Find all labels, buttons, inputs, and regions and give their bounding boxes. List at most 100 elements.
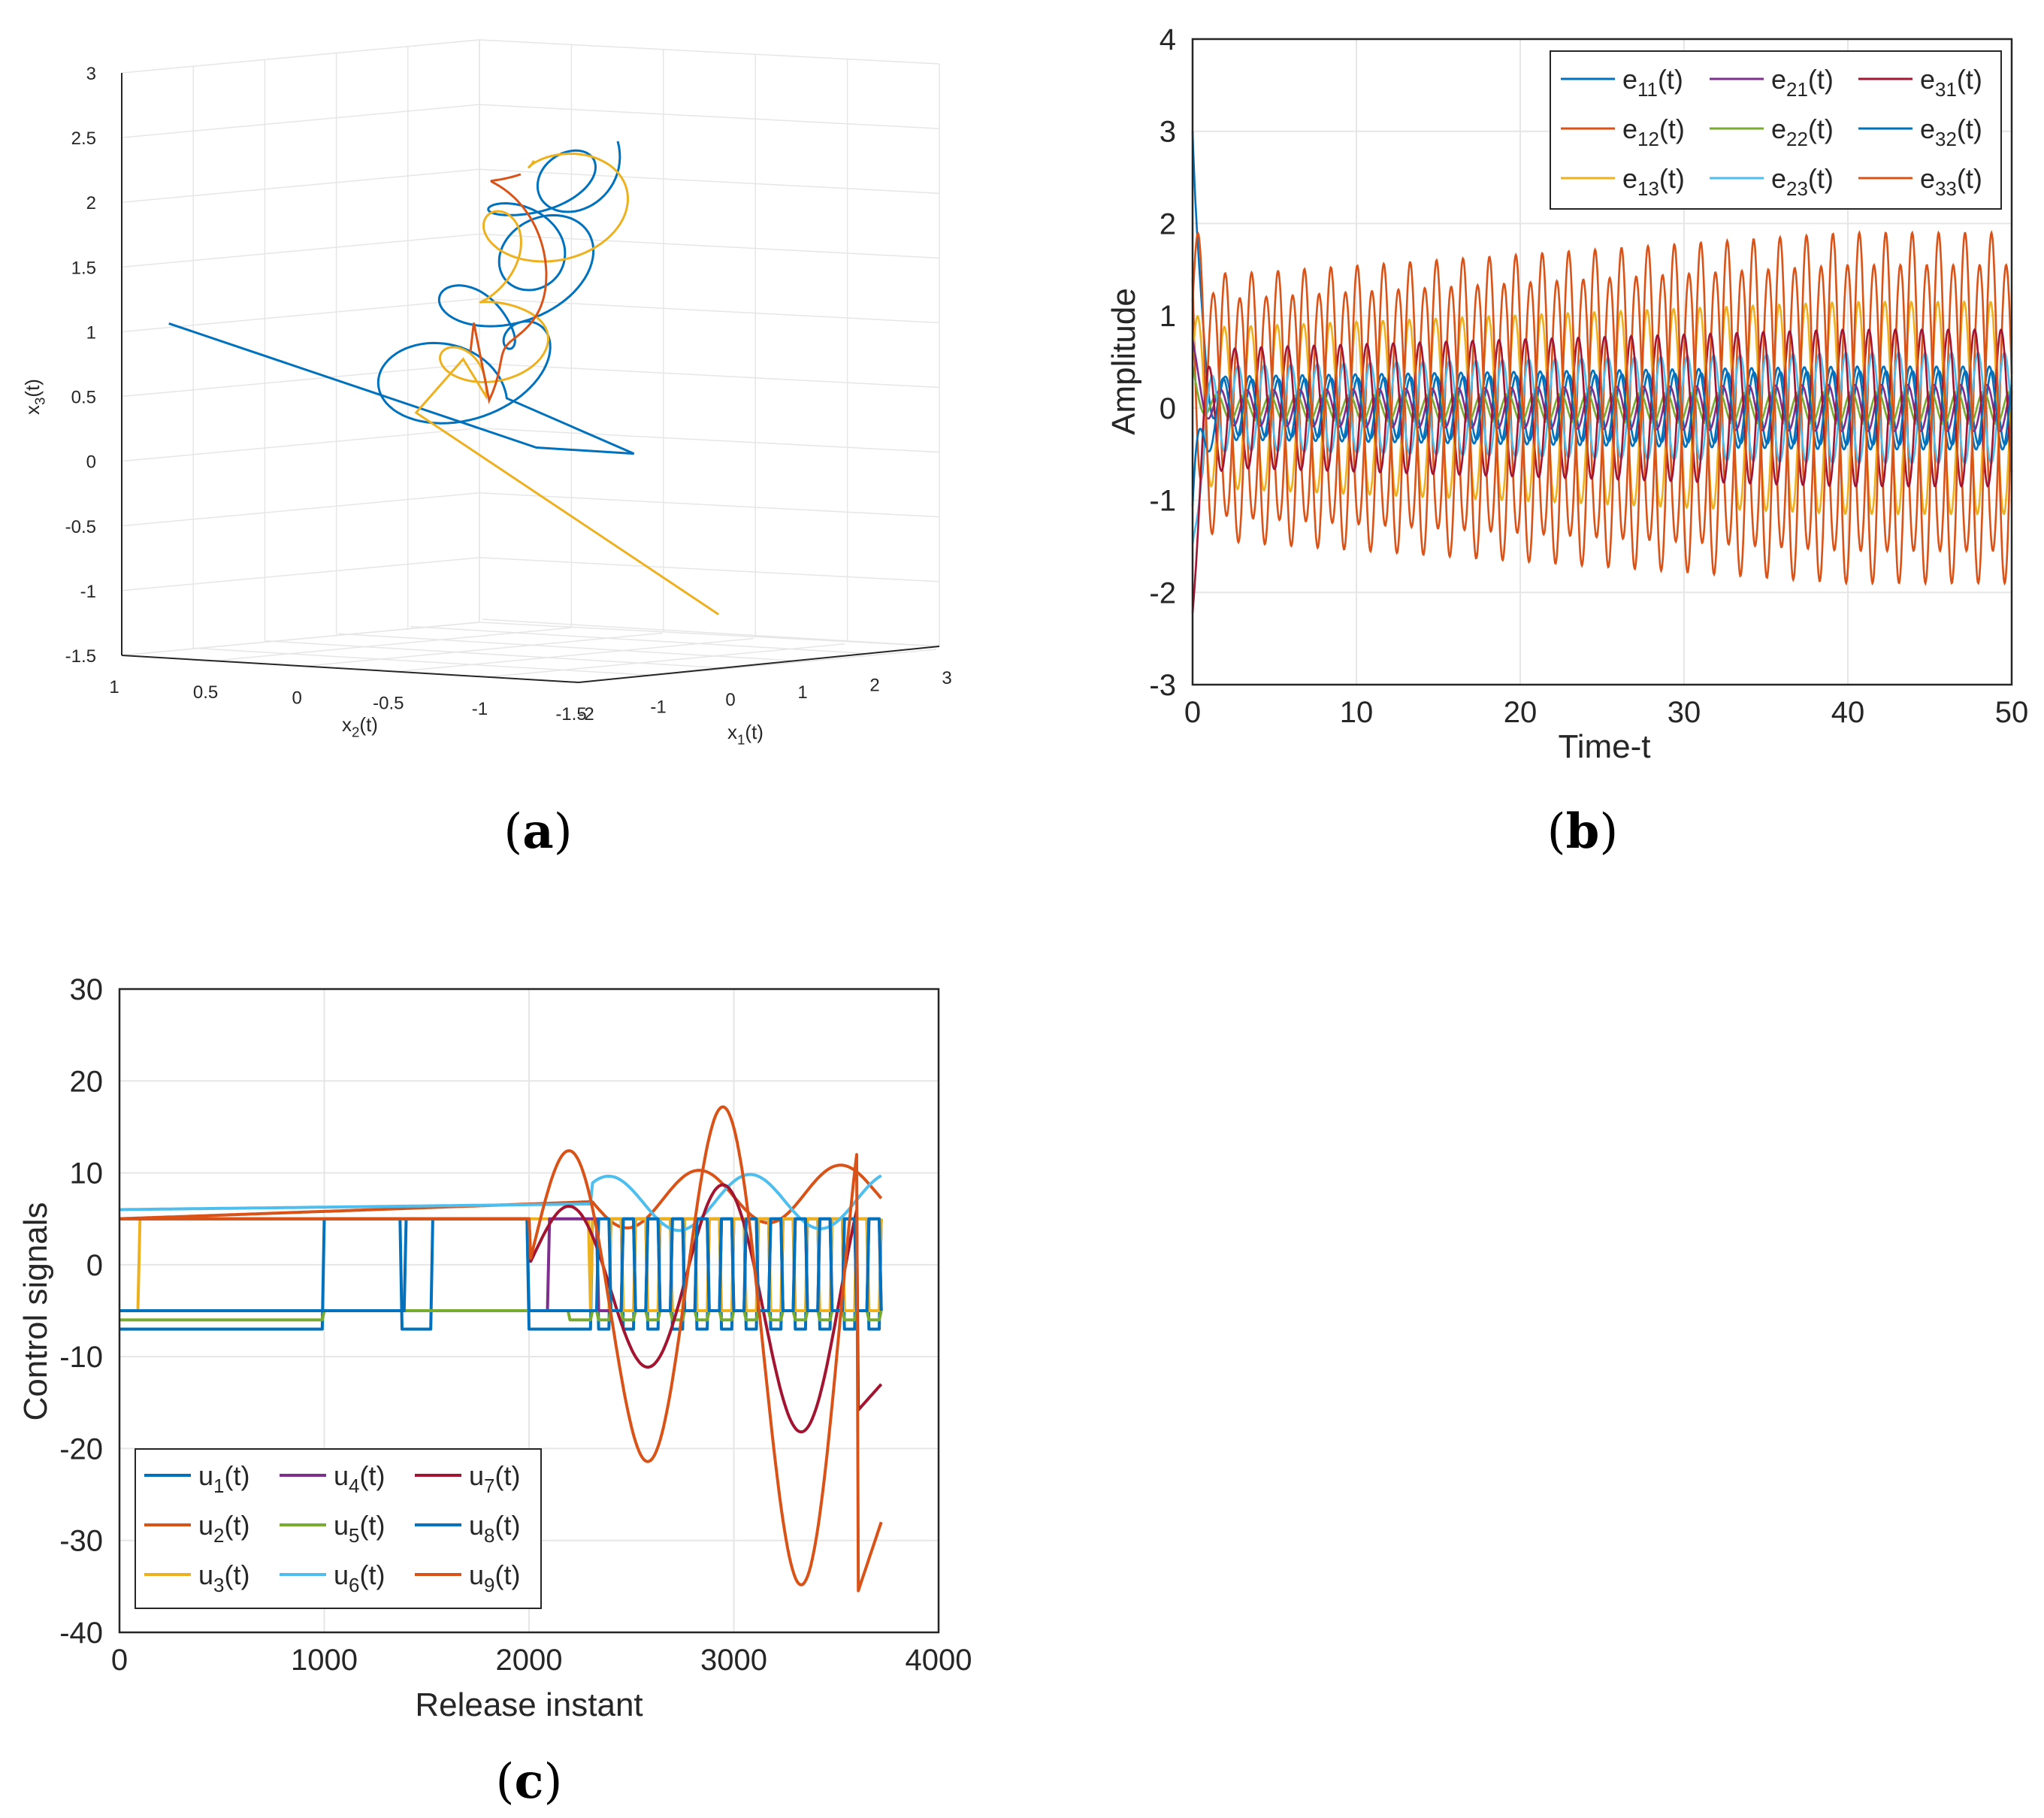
a-floor-b-1 <box>193 647 652 676</box>
a-y-axis <box>121 655 579 683</box>
a-xtick-4: 2 <box>869 676 879 696</box>
b-ytick-3: 0 <box>1160 392 1176 425</box>
c-xtick-2: 2000 <box>496 1644 563 1677</box>
c-ytick-7: 30 <box>70 973 104 1006</box>
c-series-5 <box>119 1309 883 1322</box>
a-grid-z-right-3 <box>479 233 940 259</box>
a-ztick-4: 1 <box>86 322 96 343</box>
panel-b-xlabel: Time-t <box>1558 728 1650 765</box>
caption-c: (c) <box>496 1753 563 1810</box>
caption-a: (a) <box>503 803 572 860</box>
a-ztick-9: -1.5 <box>65 646 96 667</box>
b-xtick-5: 50 <box>1995 696 2029 729</box>
panel-a-gridlines <box>121 39 940 683</box>
c-legend-label-5: u5(t) <box>334 1510 385 1547</box>
panel-a-trajectories <box>168 141 720 616</box>
a-ytick-5: -1.5 <box>555 704 586 724</box>
a-grid-z-left-6 <box>121 427 480 462</box>
c-ytick-6: 20 <box>70 1065 104 1098</box>
panel-c-ylabel: Control signals <box>17 1202 54 1420</box>
c-series-6 <box>119 1172 882 1233</box>
panel-a-ylabel: x2(t) <box>342 713 378 740</box>
panel-c-legend-box <box>135 1448 542 1609</box>
a-grid-z-right-4 <box>479 298 940 324</box>
c-ytick-2: -20 <box>59 1432 103 1466</box>
b-ytick-2: -1 <box>1149 485 1176 518</box>
b-xtick-2: 20 <box>1504 696 1538 729</box>
c-series-9 <box>119 1105 883 1593</box>
a-floor-a-4 <box>487 643 845 678</box>
panel-a-3d-plot: 32.521.510.50-0.5-1-1.51 0.5 0 -0.5 -1 -1.5-2… <box>21 39 952 747</box>
a-floor-a-0 <box>121 622 480 656</box>
panel-c-legend: u1(t) u2(t) u3(t) u4(t) u5(t) u6(t) u7(t) u8(t)… <box>135 1448 542 1609</box>
c-legend-label-7: u7(t) <box>469 1460 520 1497</box>
a-grid-z-left-8 <box>121 557 480 591</box>
c-legend-label-9: u9(t) <box>469 1559 520 1596</box>
a-grid-z-right-5 <box>479 362 940 389</box>
c-ytick-5: 10 <box>70 1157 104 1190</box>
b-xtick-4: 40 <box>1831 696 1865 729</box>
a-trajectory-3 <box>469 173 548 404</box>
panel-a-xlabel: x1(t) <box>727 721 763 747</box>
a-grid-z-right-8 <box>479 557 940 582</box>
a-floor-b-4 <box>410 625 868 655</box>
a-trajectory-2 <box>414 152 720 616</box>
a-ztick-7: -0.5 <box>65 517 96 537</box>
a-trajectory-1 <box>168 141 635 455</box>
a-grid-z-left-4 <box>121 298 480 333</box>
panel-c-series <box>119 1105 883 1593</box>
panel-b-axes-box <box>1191 38 2013 686</box>
c-legend-label-1: u1(t) <box>198 1460 249 1497</box>
c-xtick-0: 0 <box>111 1644 128 1677</box>
b-series-33 <box>1191 229 2013 586</box>
b-ytick-6: 3 <box>1160 116 1176 149</box>
c-xtick-1: 1000 <box>291 1644 358 1677</box>
a-xtick-1: -1 <box>650 697 666 717</box>
c-ytick-0: -40 <box>59 1617 103 1650</box>
a-ztick-5: 0.5 <box>71 388 96 408</box>
a-floor-a-3 <box>395 637 754 673</box>
a-grid-z-right-6 <box>479 427 940 453</box>
a-grid-z-left-2 <box>121 168 480 203</box>
a-grid-z-left-3 <box>121 233 480 268</box>
b-xtick-1: 10 <box>1340 696 1374 729</box>
panel-a-tick-labels: 32.521.510.50-0.5-1-1.51 0.5 0 -0.5 -1 -1.5-2… <box>65 64 952 724</box>
panel-b-series <box>1191 131 2013 614</box>
c-legend-label-8: u8(t) <box>469 1510 520 1547</box>
c-legend-label-4: u4(t) <box>334 1460 385 1497</box>
a-floor-b-5 <box>482 619 940 647</box>
b-xtick-0: 0 <box>1184 696 1201 729</box>
a-ztick-0: 3 <box>86 64 96 84</box>
a-grid-z-right-1 <box>479 104 940 129</box>
a-grid-z-left-1 <box>121 104 480 138</box>
b-ytick-0: -3 <box>1149 669 1176 702</box>
a-floor-b-2 <box>265 640 724 669</box>
a-grid-z-right-7 <box>479 492 940 518</box>
c-ytick-4: 0 <box>86 1249 103 1282</box>
a-floor-b-3 <box>337 633 796 661</box>
c-xtick-3: 3000 <box>700 1644 767 1677</box>
panel-a-axes <box>121 73 940 683</box>
a-ztick-6: 0 <box>86 452 96 473</box>
a-ytick-1: 0.5 <box>193 682 218 703</box>
panel-c-control-plot: 0 1000 2000 3000 4000 -40 -30 -20 -10 0 10 20 30 Rel… <box>17 973 972 1723</box>
c-legend-label-6: u6(t) <box>334 1559 385 1596</box>
a-grid-z-left-7 <box>121 492 480 527</box>
panel-c-xlabel: Release instant <box>415 1686 643 1723</box>
b-series-31 <box>1191 328 2013 614</box>
a-x-axis <box>578 646 940 683</box>
a-floor-a-2 <box>304 632 663 667</box>
panel-a-zlabel: x3(t) <box>21 379 47 415</box>
a-ztick-2: 2 <box>86 193 96 213</box>
a-ytick-4: -1 <box>472 699 488 719</box>
a-ytick-3: -0.5 <box>373 694 404 714</box>
panel-c-tick-labels: 0 1000 2000 3000 4000 -40 -30 -20 -10 0 10 20 30 <box>59 973 972 1677</box>
b-ytick-4: 1 <box>1160 300 1176 333</box>
a-xtick-2: 0 <box>725 690 735 710</box>
panel-b-tick-labels: 0 10 20 30 40 50 -3 -2 -1 0 1 2 3 4 <box>1149 23 2028 729</box>
a-floor-a-1 <box>213 627 571 661</box>
a-xtick-0: -2 <box>578 704 594 724</box>
a-grid-z-right-0 <box>479 39 940 65</box>
